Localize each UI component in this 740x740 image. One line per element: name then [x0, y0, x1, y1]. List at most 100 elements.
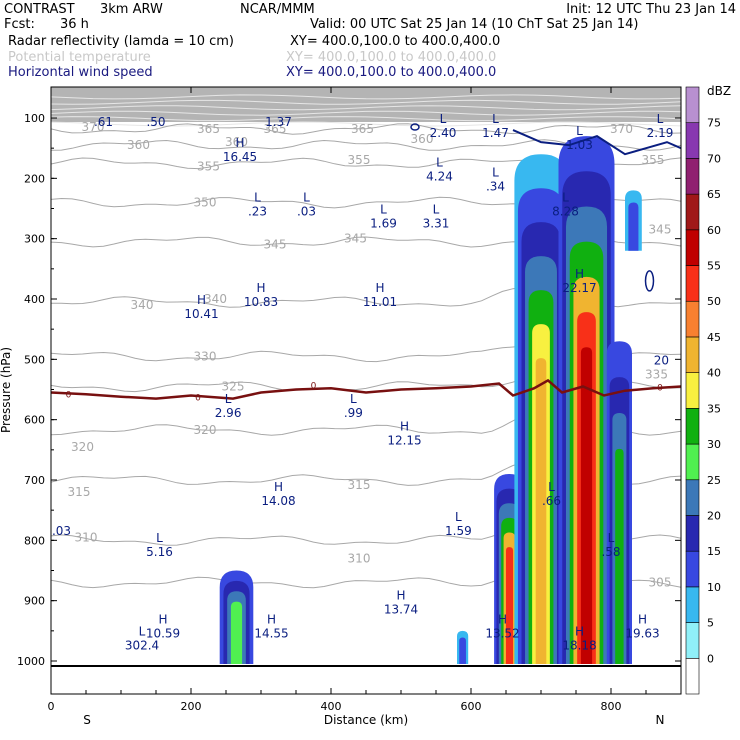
wind-extremum-value: 302.4	[125, 639, 159, 653]
theta-label: 355	[642, 153, 665, 167]
theta-label: 310	[348, 551, 371, 565]
y-tick-label: 100	[24, 112, 45, 125]
wind-extremum-value: .99	[344, 406, 363, 420]
colorbar-swatch	[685, 479, 700, 516]
y-axis-label: Pressure (hPa)	[0, 347, 13, 433]
wind-extremum-type: L	[254, 190, 261, 204]
wind-extremum-value: .61	[94, 115, 113, 129]
wind-extremum-value: 10.59	[146, 627, 180, 641]
theta-label: 355	[197, 159, 220, 173]
wind-extremum-value: 19.63	[625, 627, 659, 641]
freezing-level-label: 0	[66, 391, 72, 401]
field3-title: Horizontal wind speed	[8, 65, 153, 80]
wind-extremum-value: .23	[248, 204, 267, 218]
colorbar-swatch	[685, 372, 700, 409]
theta-label: 320	[71, 440, 94, 454]
theta-labels: 370 365 365 365 370 360 360 360 355 355 355 350 345 3…	[68, 120, 672, 590]
reflectivity-cell-30dbz	[615, 448, 624, 665]
wind-extremum-type: H	[575, 267, 584, 281]
theta-contour-line	[51, 123, 681, 135]
colorbar-level-label: 5	[707, 617, 714, 630]
wind-extremum-type: L	[139, 625, 146, 639]
upper-band-line	[51, 99, 681, 105]
wind-extremum-type: L	[380, 202, 387, 216]
y-tick-label: 200	[24, 172, 45, 185]
theta-label: 315	[68, 485, 91, 499]
colorbar-level-label: 35	[707, 402, 721, 415]
wind-extremum-value: 13.52	[485, 627, 519, 641]
wind-extremum-type: H	[638, 613, 647, 627]
colorbar-swatch	[685, 193, 700, 231]
wind-small-contour	[410, 123, 420, 131]
colorbar-swatch	[685, 158, 700, 195]
wind-extremum-value: 18.18	[562, 639, 596, 653]
axis-end-left: S	[83, 713, 91, 727]
colorbar-swatch	[685, 586, 700, 623]
theta-label: 345	[649, 223, 672, 237]
upper-band-fill	[51, 87, 681, 122]
theta-label: 360	[127, 138, 150, 152]
upper-band-line	[51, 116, 681, 122]
init-time: Init: 12 UTC Thu 23 Jan 14	[566, 2, 736, 17]
upper-band-line	[51, 110, 681, 116]
wind-extremum-value: .03	[297, 204, 316, 218]
wind-small-contour	[644, 270, 655, 292]
wind-contours	[410, 123, 681, 292]
wind-extremum-value: 22.17	[562, 281, 596, 295]
wind-extremum-value: 8.28	[552, 204, 579, 218]
colorbar-level-label: 40	[707, 367, 721, 380]
colorbar-level-label: 0	[707, 652, 714, 665]
colorbar-swatch	[685, 622, 700, 659]
x-tick-label: 400	[321, 700, 342, 713]
institution: NCAR/MMM	[240, 2, 315, 17]
reflectivity-cell-10dbz	[459, 637, 466, 665]
wind-extremum-type: L	[440, 112, 447, 126]
wind-extremum-value: 1.47	[482, 126, 509, 140]
wind-extremum-type: H	[575, 625, 584, 639]
fcst-label: Fcst:	[4, 17, 35, 32]
wind-extremum-type: L	[562, 190, 569, 204]
model-name: 3km ARW	[100, 2, 163, 17]
reflectivity-cell-10dbz	[628, 202, 639, 251]
wind-extremum-value: 10.41	[184, 307, 218, 321]
valid-time: Valid: 00 UTC Sat 25 Jan 14 (10 ChT Sat …	[310, 17, 639, 32]
x-axis-label: Distance (km)	[324, 713, 408, 727]
wind-extremum-value: 2.40	[430, 126, 457, 140]
colorbar-level-label: 65	[707, 188, 721, 201]
theta-label: 340	[204, 292, 227, 306]
wind-extremum-value: .50	[146, 115, 165, 129]
wind-extremum-type: L	[657, 112, 664, 126]
wind-extremum-value: 4.24	[426, 169, 453, 183]
reflectivity-cell-50dbz	[505, 547, 514, 665]
colorbar-level-label: 30	[707, 438, 721, 451]
x-tick-label: 600	[461, 700, 482, 713]
theta-label: 335	[645, 367, 668, 381]
theta-label: 310	[75, 530, 98, 544]
wind-extremum-value: .66	[542, 494, 561, 508]
wind-extremum-value: 14.08	[261, 494, 295, 508]
field1-xy: XY= 400.0,100.0 to 400.0,400.0	[290, 34, 501, 49]
y-tick-label: 900	[24, 595, 45, 608]
upper-band-line	[51, 121, 681, 127]
y-tick-label: 1000	[17, 655, 45, 668]
wind-extremum-type: L	[548, 480, 555, 494]
theta-label: 365	[197, 122, 220, 136]
wind-extremum-type: L	[433, 202, 440, 216]
theta-label: 360	[411, 132, 434, 146]
wind-extremum-value: 14.55	[254, 627, 288, 641]
theta-label: 345	[344, 232, 367, 246]
wind-extremum-type: L	[492, 166, 499, 180]
wind-extremum-type: L	[436, 155, 443, 169]
wind-extremum-type: H	[267, 613, 276, 627]
reflectivity-cells	[219, 136, 642, 665]
wind-extremum-type: H	[158, 613, 167, 627]
wind-extremum-type: L	[608, 531, 615, 545]
field2-xy: XY= 400.0,100.0 to 400.0,400.0	[286, 50, 497, 65]
wind-extremum-type: L	[492, 112, 499, 126]
colorbar-swatch	[685, 408, 700, 445]
colorbar-swatch	[685, 657, 700, 695]
wind-extremum-type: L	[455, 510, 462, 524]
wind-jet-contour	[512, 129, 681, 156]
colorbar-level-label: 75	[707, 117, 721, 130]
